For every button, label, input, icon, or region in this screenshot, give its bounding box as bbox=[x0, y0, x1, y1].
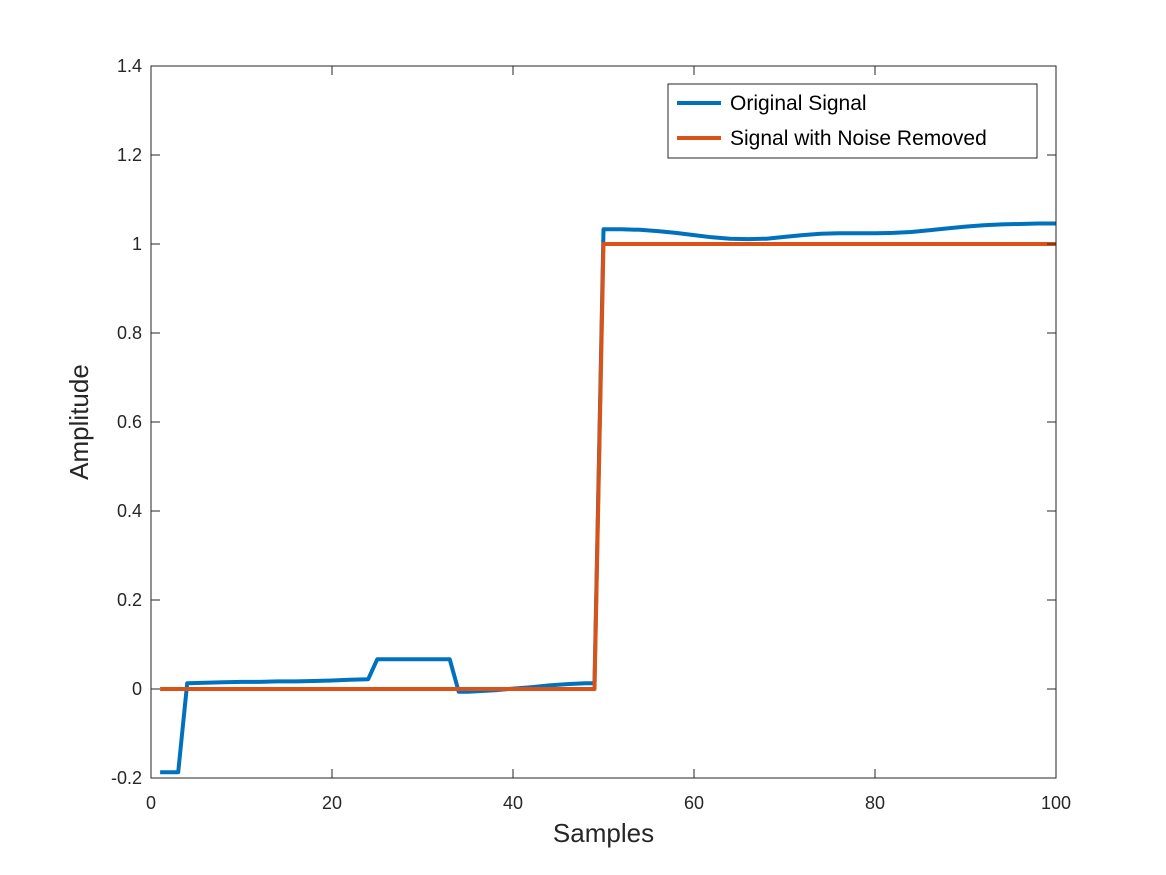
y-tick-label: -0.2 bbox=[111, 768, 142, 788]
legend-box bbox=[667, 83, 1038, 159]
legend: Original Signal Signal with Noise Remove… bbox=[667, 83, 1038, 159]
x-axis-label: Samples bbox=[553, 818, 654, 848]
tick-layer: 0 20 40 60 80 100-0.200.20.40.60.811.21.4 bbox=[111, 56, 1071, 813]
y-tick-label: 1 bbox=[132, 234, 142, 254]
y-tick-label: 1.4 bbox=[117, 56, 142, 76]
x-tick-label: 80 bbox=[865, 793, 885, 813]
y-tick-label: 0.4 bbox=[117, 501, 142, 521]
y-axis-label: Amplitude bbox=[64, 364, 94, 480]
x-tick-label: 20 bbox=[322, 793, 342, 813]
series-layer bbox=[160, 221, 1056, 775]
series-line-original-signal bbox=[160, 221, 1056, 775]
x-tick-label: 0 bbox=[146, 793, 156, 813]
legend-label-signal-with-noise-removed: Signal with Noise Removed bbox=[730, 127, 987, 150]
y-tick-label: 1.2 bbox=[117, 145, 142, 165]
series-line-signal-with-noise-removed bbox=[160, 242, 1056, 691]
x-tick-label: 40 bbox=[503, 793, 523, 813]
y-tick-label: 0.2 bbox=[117, 590, 142, 610]
x-tick-label: 100 bbox=[1041, 793, 1071, 813]
y-tick-label: 0.6 bbox=[117, 412, 142, 432]
y-tick-label: 0 bbox=[132, 679, 142, 699]
legend-label-original-signal: Original Signal bbox=[730, 92, 867, 115]
x-tick-label: 60 bbox=[684, 793, 704, 813]
y-tick-label: 0.8 bbox=[117, 323, 142, 343]
plot-area bbox=[151, 66, 1056, 778]
